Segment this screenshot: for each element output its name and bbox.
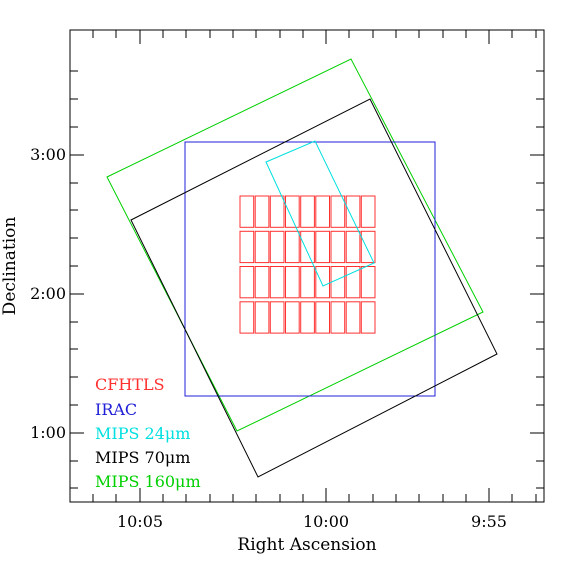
cfhtls-tile [269, 195, 285, 228]
cfhtls-tile [285, 230, 300, 264]
cfhtls-tile [360, 195, 376, 228]
cfhtls-tile [345, 301, 361, 334]
cfhtls-footprint [239, 195, 376, 334]
cfhtls-tile [330, 195, 346, 228]
legend: CFHTLS IRAC MIPS 24μm MIPS 70μm MIPS 160… [95, 375, 201, 491]
irac-footprint [184, 141, 436, 397]
cfhtls-tile [254, 301, 270, 334]
cfhtls-tile [269, 230, 285, 264]
cfhtls-tile [254, 230, 270, 264]
x-ticks [92, 30, 537, 502]
x-tick-label: 10:05 [117, 512, 163, 531]
cfhtls-tile [315, 195, 330, 228]
cfhtls-tile [300, 195, 315, 228]
cfhtls-tile [285, 266, 300, 299]
legend-entry-mips-160: MIPS 160μm [95, 472, 201, 491]
y-tick-label: 2:00 [30, 284, 66, 303]
cfhtls-tile [345, 266, 361, 299]
cfhtls-tile [239, 266, 255, 299]
mips-70-footprint [130, 98, 498, 478]
cfhtls-tile [360, 301, 376, 334]
cfhtls-tile [345, 195, 361, 228]
cfhtls-tile [254, 195, 270, 228]
cfhtls-tile [285, 301, 300, 334]
y-tick-label: 1:00 [30, 423, 66, 442]
cfhtls-tile [269, 266, 285, 299]
cfhtls-tile [300, 301, 315, 334]
legend-entry-cfhtls: CFHTLS [95, 375, 165, 394]
cfhtls-tile [315, 301, 330, 334]
cfhtls-tile [269, 301, 285, 334]
x-tick-label: 9:55 [471, 512, 507, 531]
cfhtls-tile [239, 301, 255, 334]
cfhtls-tile [285, 195, 300, 228]
mips-24-footprint [265, 140, 375, 287]
cfhtls-tile [300, 230, 315, 264]
y-tick-label: 3:00 [30, 145, 66, 164]
cfhtls-tile [330, 301, 346, 334]
y-ticks [70, 70, 544, 489]
legend-entry-irac: IRAC [95, 400, 137, 419]
cfhtls-tile [239, 195, 255, 228]
cfhtls-tile [254, 266, 270, 299]
cfhtls-tile [315, 266, 330, 299]
cfhtls-tile [330, 266, 346, 299]
x-axis-title: Right Ascension [237, 535, 376, 555]
legend-entry-mips-70: MIPS 70μm [95, 448, 190, 467]
x-tick-label: 10:00 [303, 512, 349, 531]
cfhtls-tile [300, 266, 315, 299]
cfhtls-tile [330, 230, 346, 264]
cfhtls-tile [239, 230, 255, 264]
cfhtls-tile [345, 230, 361, 264]
cfhtls-tile [360, 266, 376, 299]
legend-entry-mips-24: MIPS 24μm [95, 424, 190, 443]
cfhtls-tile [360, 230, 376, 264]
cfhtls-tile [315, 230, 330, 264]
y-axis-title: Declination [0, 217, 20, 316]
